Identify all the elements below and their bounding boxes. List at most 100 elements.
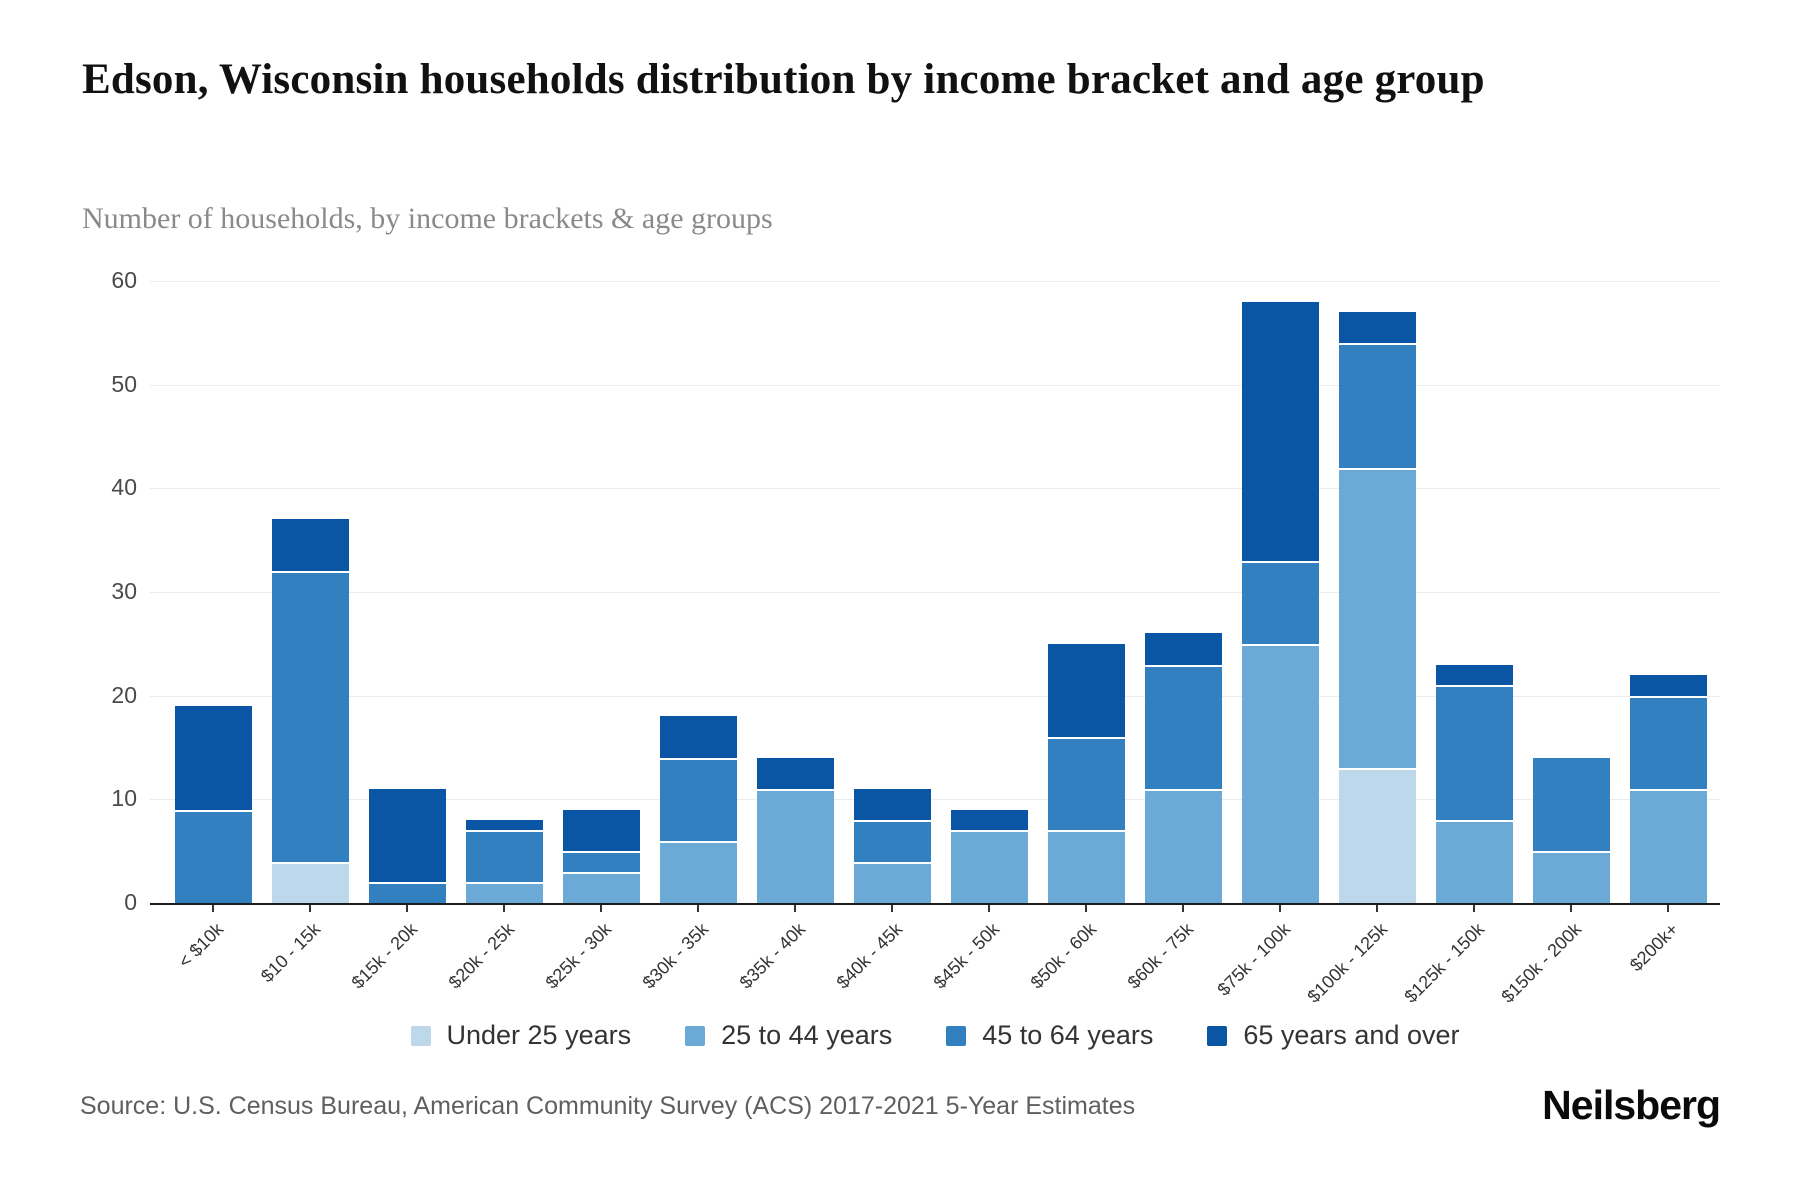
bar-segment[interactable] [271, 519, 349, 572]
legend-label: 65 years and over [1243, 1020, 1460, 1050]
x-axis-tick [988, 905, 990, 912]
bar[interactable] [562, 809, 640, 903]
bar[interactable] [756, 757, 834, 903]
x-axis-line [150, 903, 1720, 905]
bar-segment[interactable] [465, 830, 543, 883]
bar-segment[interactable] [1144, 633, 1222, 665]
bar-segment[interactable] [1338, 312, 1416, 344]
x-axis-tick [1570, 905, 1572, 912]
bar-segment[interactable] [950, 830, 1028, 903]
bar[interactable] [1629, 674, 1707, 903]
legend-swatch [1207, 1025, 1228, 1046]
bar-segment[interactable] [1629, 695, 1707, 789]
bar-segment[interactable] [659, 757, 737, 841]
bar[interactable] [368, 788, 446, 903]
bar-segment[interactable] [562, 809, 640, 852]
bar-segment[interactable] [368, 882, 446, 903]
legend-swatch [410, 1025, 431, 1046]
x-axis-tick-label: $100k - 125k [1303, 919, 1392, 1007]
bar-segment[interactable] [853, 820, 931, 862]
x-axis-tick-label: < $10k [174, 919, 228, 972]
legend: Under 25 years 25 to 44 years 45 to 64 yea… [150, 1020, 1720, 1051]
bar-segment[interactable] [465, 882, 543, 903]
x-axis-tick-label: $60k - 75k [1123, 919, 1198, 993]
bar-segment[interactable] [756, 757, 834, 789]
gridline [150, 695, 1720, 697]
bar-segment[interactable] [853, 788, 931, 821]
bar-segment[interactable] [1532, 757, 1610, 852]
bar-segment[interactable] [1532, 851, 1610, 903]
bar-segment[interactable] [1241, 560, 1319, 644]
bar-segment[interactable] [659, 716, 737, 758]
bar-segment[interactable] [368, 788, 446, 883]
bar-segment[interactable] [1338, 467, 1416, 769]
bar-segment[interactable] [562, 871, 640, 903]
bar-segment[interactable] [1241, 643, 1319, 903]
bar-segment[interactable] [1047, 830, 1125, 903]
bar[interactable] [659, 716, 737, 903]
bar-segment[interactable] [659, 840, 737, 903]
bar-segment[interactable] [271, 571, 349, 862]
bar-segment[interactable] [1435, 820, 1513, 903]
bar-segment[interactable] [174, 809, 252, 903]
bar[interactable] [174, 706, 252, 903]
bar-segment[interactable] [1241, 301, 1319, 561]
x-axis-tick [503, 905, 505, 912]
y-axis-tick-label: 20 [111, 681, 137, 708]
legend-label: 45 to 64 years [982, 1020, 1154, 1050]
bar-segment[interactable] [1047, 643, 1125, 738]
bar-segment[interactable] [1144, 664, 1222, 789]
legend-item[interactable]: 25 to 44 years [685, 1020, 892, 1051]
x-axis-tick [309, 905, 311, 912]
x-axis-tick-label: $20k - 25k [444, 919, 519, 993]
bar-segment[interactable] [1338, 343, 1416, 468]
x-axis-tick [1279, 905, 1281, 912]
y-axis-tick-label: 0 [124, 889, 137, 915]
bar[interactable] [1144, 633, 1222, 903]
y-axis-tick-label: 10 [111, 785, 137, 812]
x-axis-tick-label: $40k - 45k [832, 919, 907, 993]
bar-segment[interactable] [1144, 788, 1222, 903]
legend-swatch [685, 1025, 706, 1046]
x-axis-tick-label: $30k - 35k [638, 919, 713, 993]
x-axis-tick [212, 905, 214, 912]
bar-segment[interactable] [1435, 664, 1513, 686]
bar-segment[interactable] [1047, 737, 1125, 831]
bar-segment[interactable] [1629, 674, 1707, 696]
bar[interactable] [1241, 301, 1319, 903]
legend-item[interactable]: Under 25 years [410, 1020, 631, 1051]
bar[interactable] [1435, 664, 1513, 903]
bar-segment[interactable] [950, 809, 1028, 831]
x-axis-tick-label: $35k - 40k [735, 919, 810, 993]
bar-segment[interactable] [1338, 768, 1416, 903]
bar-segment[interactable] [756, 788, 834, 903]
bar[interactable] [1338, 312, 1416, 903]
x-axis-tick-label: $125k - 150k [1400, 919, 1489, 1007]
bar[interactable] [1532, 757, 1610, 903]
gridline [150, 281, 1720, 282]
x-axis-tick [794, 905, 796, 912]
bar-segment[interactable] [1629, 788, 1707, 903]
x-axis-tick-label: $25k - 30k [541, 919, 616, 993]
bar-segment[interactable] [271, 861, 349, 903]
x-axis-tick-label: $10 - 15k [256, 919, 325, 987]
bar-segment[interactable] [853, 861, 931, 903]
legend-item[interactable]: 65 years and over [1207, 1020, 1460, 1051]
bar[interactable] [1047, 643, 1125, 903]
bar-segment[interactable] [465, 820, 543, 831]
bar-segment[interactable] [1435, 685, 1513, 821]
bar-segment[interactable] [562, 851, 640, 872]
chart-subtitle: Number of households, by income brackets… [82, 202, 773, 235]
bar[interactable] [853, 788, 931, 903]
gridline [150, 592, 1720, 593]
bar[interactable] [950, 809, 1028, 903]
bar[interactable] [465, 820, 543, 903]
x-axis-tick-label: $150k - 200k [1497, 919, 1586, 1007]
gridline [150, 384, 1720, 386]
x-axis-tick-label: $75k - 100k [1213, 919, 1295, 1000]
bar-segment[interactable] [174, 706, 252, 810]
bar[interactable] [271, 519, 349, 903]
legend-item[interactable]: 45 to 64 years [946, 1020, 1153, 1051]
